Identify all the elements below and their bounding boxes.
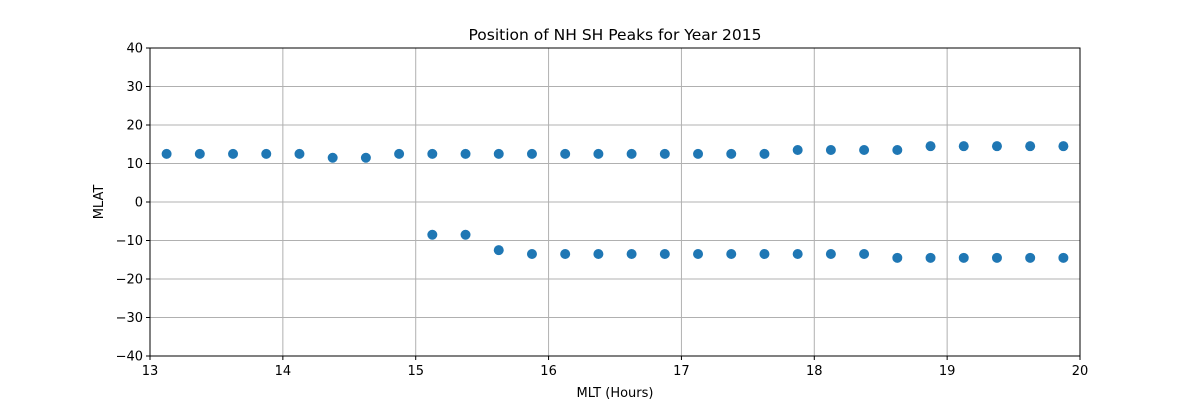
data-point	[792, 145, 803, 156]
data-point	[925, 252, 936, 263]
data-point	[792, 248, 803, 259]
points-layer	[161, 141, 1069, 263]
data-point	[892, 252, 903, 263]
x-tick-label: 19	[939, 364, 956, 379]
data-point	[659, 148, 670, 159]
data-point	[1058, 252, 1069, 263]
y-tick-label: −20	[116, 273, 143, 288]
data-point	[825, 145, 836, 156]
data-point	[294, 148, 305, 159]
chart-title: Position of NH SH Peaks for Year 2015	[469, 26, 762, 44]
data-point	[759, 148, 770, 159]
plot-frame	[149, 47, 1081, 357]
data-point	[460, 148, 471, 159]
data-point	[161, 148, 172, 159]
data-point	[526, 248, 537, 259]
x-axis-label: MLT (Hours)	[577, 386, 654, 400]
data-point	[228, 148, 239, 159]
data-point	[991, 252, 1002, 263]
data-point	[261, 148, 272, 159]
data-point	[859, 248, 870, 259]
data-point	[825, 248, 836, 259]
data-point	[560, 248, 571, 259]
data-point	[493, 148, 504, 159]
x-tick-label: 15	[407, 364, 424, 379]
data-point	[693, 248, 704, 259]
data-point	[958, 141, 969, 152]
y-tick-label: 40	[126, 42, 143, 57]
data-point	[1025, 252, 1036, 263]
data-point	[560, 148, 571, 159]
data-point	[991, 141, 1002, 152]
data-point	[394, 148, 405, 159]
data-point	[726, 248, 737, 259]
data-point	[526, 148, 537, 159]
data-point	[427, 229, 438, 240]
data-point	[759, 248, 770, 259]
data-point	[194, 148, 205, 159]
data-point	[360, 152, 371, 163]
grid-layer	[149, 47, 1081, 357]
data-point	[460, 229, 471, 240]
x-tick-label: 18	[806, 364, 823, 379]
y-tick-label: 20	[126, 119, 143, 134]
x-tick-label: 16	[540, 364, 557, 379]
x-tick-label: 20	[1072, 364, 1089, 379]
data-point	[493, 245, 504, 256]
ticks-layer: 13 14 15 16 17 18 19 20 −40 −30 −20 −10 0 10 20 30 40	[116, 42, 1089, 380]
data-point	[859, 145, 870, 156]
data-point	[726, 148, 737, 159]
data-point	[327, 152, 338, 163]
data-point	[1025, 141, 1036, 152]
data-point	[693, 148, 704, 159]
y-tick-label: 30	[126, 80, 143, 95]
x-tick-label: 17	[673, 364, 690, 379]
data-point	[925, 141, 936, 152]
y-tick-label: 0	[135, 196, 143, 211]
data-point	[626, 248, 637, 259]
y-axis-label: MLAT	[92, 185, 107, 220]
data-point	[593, 148, 604, 159]
data-point	[626, 148, 637, 159]
data-point	[427, 148, 438, 159]
y-tick-label: −30	[116, 311, 143, 326]
y-tick-label: −40	[116, 350, 143, 365]
y-tick-label: −10	[116, 234, 143, 249]
data-point	[958, 252, 969, 263]
data-point	[593, 248, 604, 259]
x-tick-label: 14	[275, 364, 292, 379]
data-point	[892, 145, 903, 156]
data-point	[1058, 141, 1069, 152]
y-tick-label: 10	[126, 157, 143, 172]
data-point	[659, 248, 670, 259]
x-tick-label: 13	[142, 364, 159, 379]
